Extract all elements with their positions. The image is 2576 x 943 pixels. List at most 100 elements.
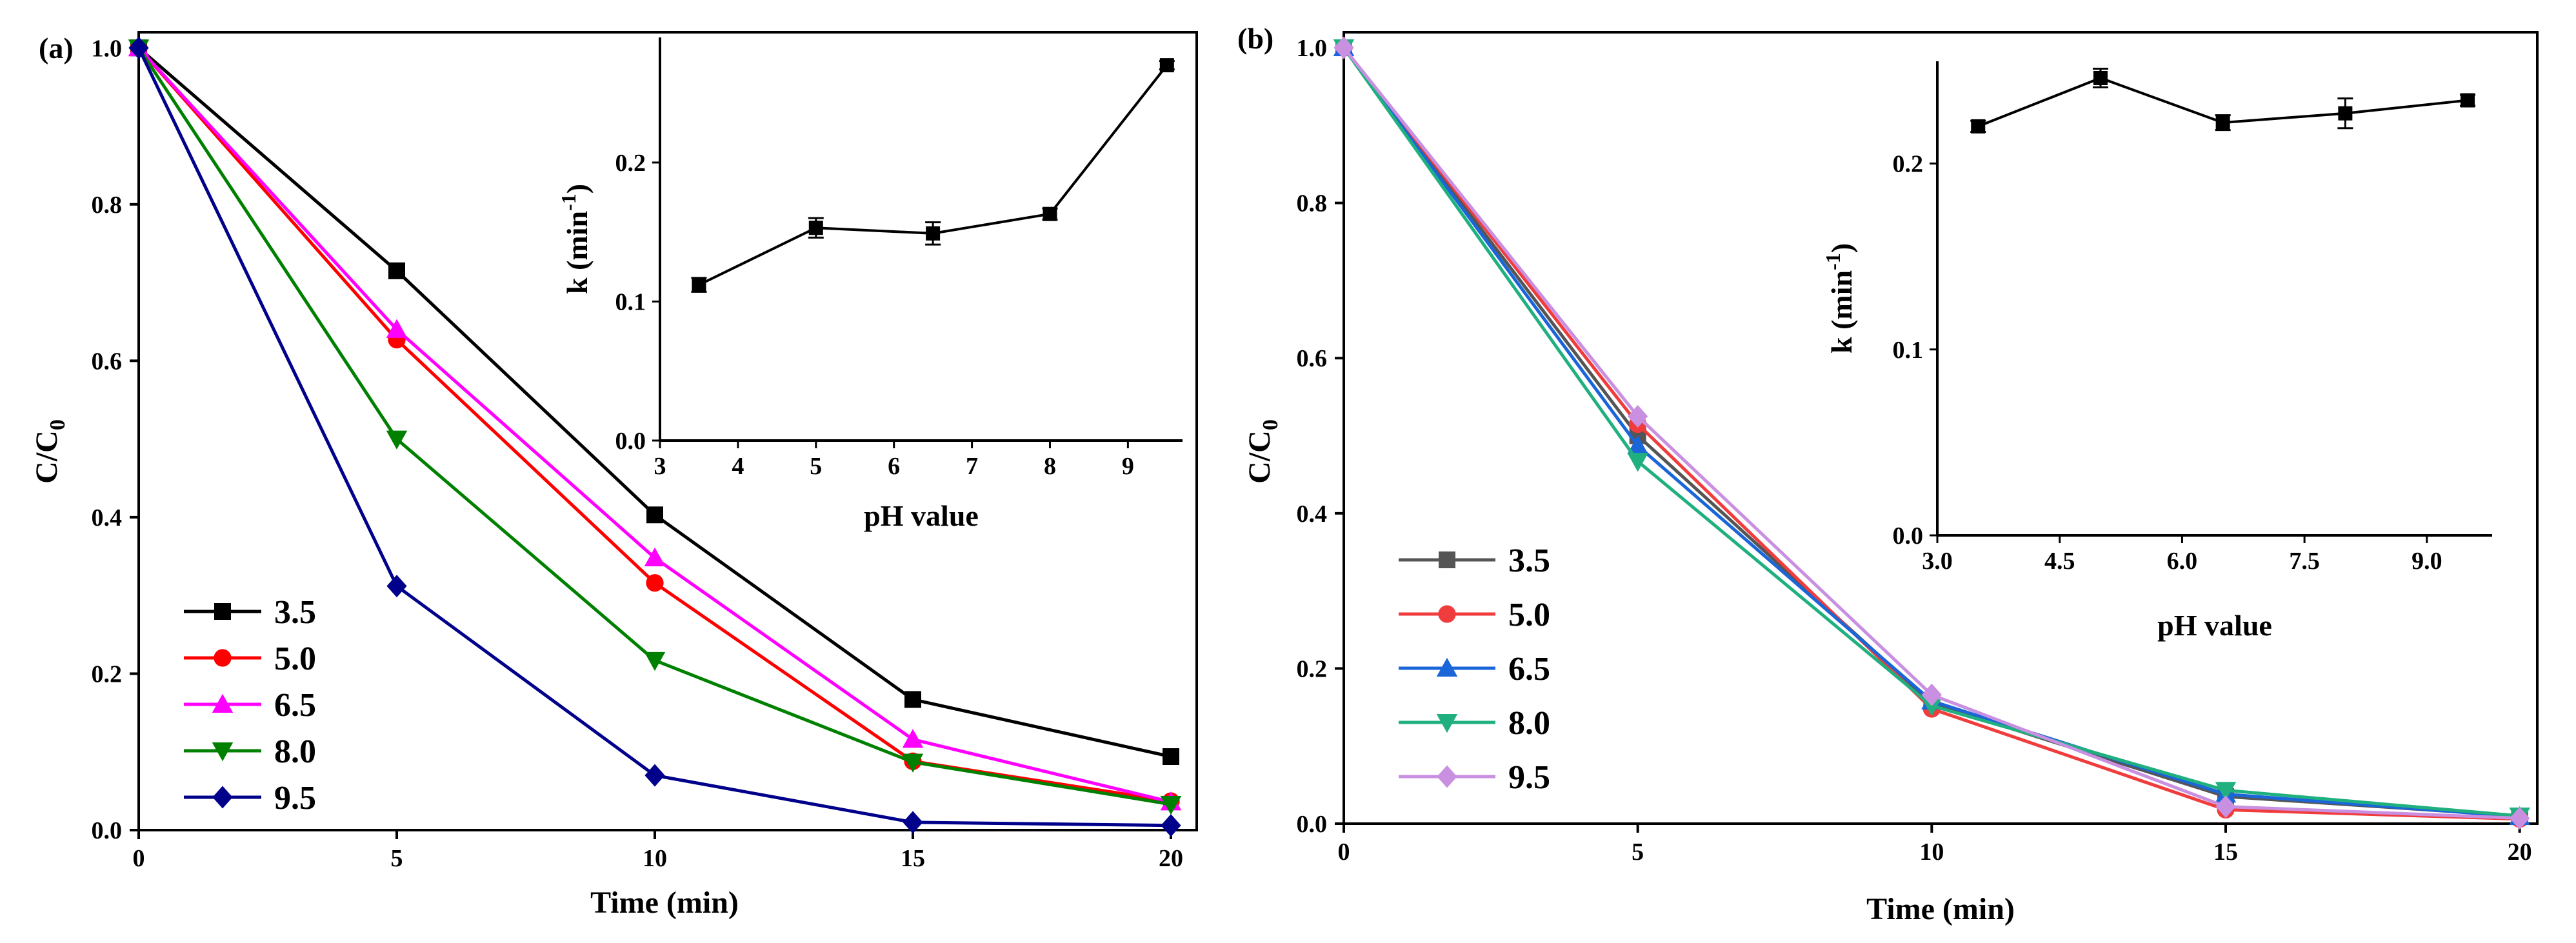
legend-label-b-9.5: 9.5: [1508, 759, 1550, 796]
data-point-a-6.5: [902, 729, 924, 748]
y-tick-label-a: 0.2: [92, 660, 123, 688]
legend-marker-a-9.5: [212, 786, 233, 809]
data-point-a-9.5: [1161, 814, 1181, 837]
inset-x-tick-label-b: 7.5: [2289, 548, 2320, 575]
inset-x-tick-label-a: 9: [1122, 453, 1134, 480]
data-point-a-9.5: [128, 36, 149, 59]
data-point-a-9.5: [386, 575, 407, 598]
inset-x-tick-label-a: 8: [1044, 453, 1056, 480]
y-axis-label-b: C/C0: [1243, 419, 1283, 484]
inset-x-tick-label-a: 3: [654, 453, 666, 480]
y-tick-label-a: 0.6: [92, 348, 123, 375]
data-point-a-6.5: [644, 547, 666, 566]
data-point-a-3.5: [388, 262, 405, 279]
data-point-a-8.0: [902, 753, 924, 773]
inset-y-label-main-a: k (min: [561, 211, 594, 294]
inset-data-point-a: [692, 277, 706, 292]
x-axis-label-a: Time (min): [590, 886, 739, 920]
legend-marker-b-6.5: [1436, 657, 1458, 677]
inset-x-tick-label-b: 4.5: [2044, 548, 2075, 575]
inset-series-line-a: [698, 64, 1168, 286]
plot-frame-b: [1343, 31, 2539, 825]
inset-y-axis-label-b: k (min-1): [1821, 243, 1858, 353]
inset-x-tick-label-a: 6: [888, 453, 900, 480]
data-point-a-8.0: [1160, 795, 1182, 815]
inset-y-label-main-b: k (min: [1825, 270, 1858, 353]
y-tick-label-b: 0.2: [1297, 655, 1328, 682]
y-tick-label-b: 0.8: [1297, 190, 1328, 217]
y-axis-label-main-a: C/C: [30, 430, 64, 484]
x-tick-label-a: 15: [901, 845, 925, 872]
y-tick-label-b: 0.6: [1297, 345, 1328, 372]
panel-label-b: (b): [1237, 22, 1273, 55]
legend-marker-b-5.0: [1438, 605, 1456, 623]
data-point-a-6.5: [386, 319, 408, 338]
inset-data-point-a: [1159, 58, 1174, 73]
y-tick-label-a: 0.8: [92, 192, 123, 219]
inset-data-point-a: [808, 221, 823, 235]
y-tick-label-a: 0.4: [92, 504, 123, 531]
legend-label-b-8.0: 8.0: [1508, 705, 1550, 742]
data-point-b-8.0: [2215, 782, 2237, 801]
legend-label-a-3.5: 3.5: [274, 594, 316, 631]
x-tick-label-b: 0: [1338, 839, 1350, 866]
y-tick-label-b: 0.4: [1297, 501, 1328, 528]
y-tick-label-b: 1.0: [1297, 35, 1328, 62]
inset-x-tick-label-b: 9.0: [2411, 548, 2442, 575]
inset-x-tick-label-a: 7: [966, 453, 978, 480]
legend-marker-a-3.5: [214, 603, 231, 620]
inset-y-tick-label-a: 0.2: [615, 150, 646, 177]
inset-x-axis-label-b: pH value: [2157, 609, 2272, 642]
inset-data-point-b: [2338, 106, 2353, 121]
data-point-b-8.0: [1921, 697, 1942, 717]
x-tick-label-a: 10: [643, 845, 667, 872]
data-point-b-9.5: [1921, 683, 1942, 706]
legend-marker-a-8.0: [212, 742, 234, 762]
data-point-b-9.5: [1333, 36, 1354, 59]
y-tick-label-a: 0.0: [92, 817, 123, 844]
data-point-a-5.0: [646, 574, 664, 592]
panel-label-a: (a): [39, 32, 74, 65]
legend-marker-b-3.5: [1439, 551, 1455, 568]
y-axis-label-sub-b: 0: [1259, 419, 1283, 430]
inset-y-tick-label-b: 0.0: [1893, 522, 1924, 550]
inset-y-label-close-a: ): [561, 184, 594, 194]
y-axis-label-main-b: C/C: [1243, 430, 1277, 484]
legend-label-b-5.0: 5.0: [1508, 597, 1550, 633]
inset-data-point-b: [2093, 70, 2108, 85]
inset-data-point-a: [926, 226, 941, 241]
data-point-a-8.0: [386, 430, 408, 450]
inset-x-tick-label-b: 3.0: [1922, 548, 1953, 575]
data-point-b-6.5: [1627, 435, 1648, 455]
legend-marker-a-6.5: [212, 693, 234, 713]
data-point-a-3.5: [904, 691, 921, 708]
inset-x-tick-label-a: 5: [810, 453, 822, 480]
data-point-a-8.0: [644, 651, 666, 671]
x-tick-label-a: 0: [133, 845, 145, 872]
legend-label-a-8.0: 8.0: [274, 733, 316, 770]
legend-label-b-6.5: 6.5: [1508, 651, 1550, 688]
y-tick-label-a: 1.0: [92, 35, 123, 62]
data-point-b-9.5: [2215, 795, 2236, 819]
inset-y-tick-label-a: 0.1: [615, 288, 646, 315]
inset-y-tick-label-b: 0.2: [1893, 151, 1924, 178]
inset-data-point-a: [1043, 206, 1057, 221]
legend-marker-a-5.0: [214, 649, 232, 667]
x-tick-label-a: 20: [1159, 845, 1183, 872]
data-point-a-9.5: [903, 811, 923, 834]
legend-marker-b-9.5: [1437, 765, 1457, 788]
y-axis-label-a: C/C0: [30, 419, 70, 484]
plot-frame-a: [137, 31, 1198, 831]
data-point-a-3.5: [1163, 748, 1179, 766]
inset-x-axis-label-a: pH value: [864, 499, 979, 532]
legend-label-a-9.5: 9.5: [274, 780, 316, 817]
inset-data-point-b: [2215, 115, 2230, 130]
inset-y-axis-label-a: k (min-1): [557, 184, 594, 294]
y-axis-label-sub-a: 0: [46, 419, 70, 430]
data-point-b-9.5: [1628, 404, 1648, 428]
inset-data-point-b: [2461, 93, 2475, 108]
legend-label-a-5.0: 5.0: [274, 640, 316, 677]
x-tick-label-b: 15: [2213, 839, 2238, 866]
inset-y-tick-label-b: 0.1: [1893, 337, 1924, 364]
